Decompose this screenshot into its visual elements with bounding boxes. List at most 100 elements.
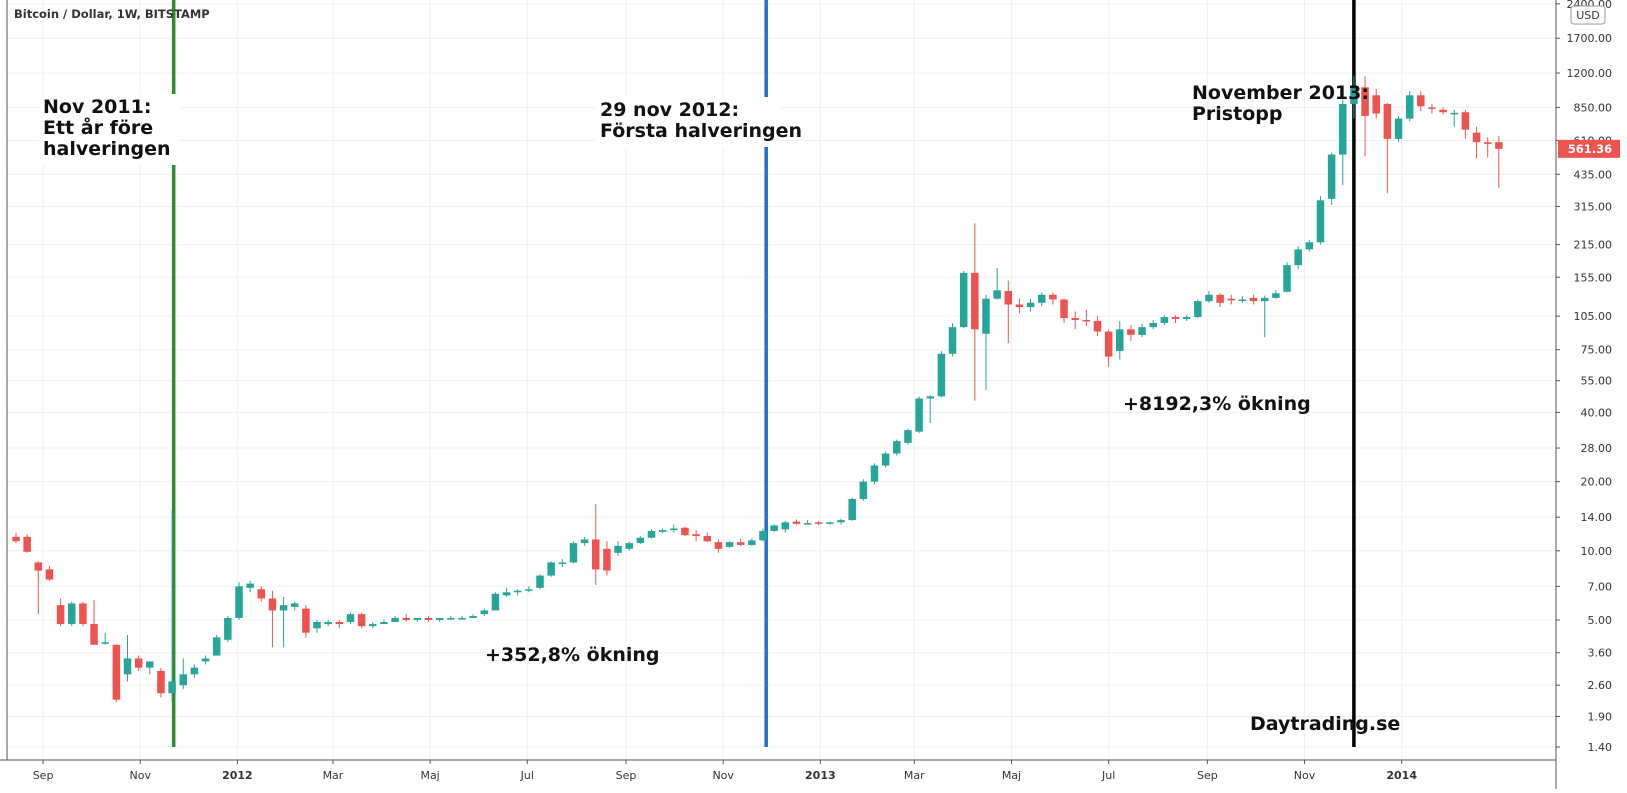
candle-body <box>826 522 834 524</box>
candle <box>146 661 154 675</box>
candle-body <box>502 592 511 596</box>
candle-body <box>380 621 388 625</box>
candle-body <box>435 617 444 620</box>
x-tick-label: Maj <box>420 769 439 782</box>
candle-body <box>90 624 98 645</box>
candle-body <box>1249 297 1258 302</box>
candle <box>447 616 455 620</box>
candle <box>1205 291 1213 303</box>
candle-body <box>1405 95 1414 119</box>
candle <box>23 534 31 553</box>
candle-body <box>112 644 121 700</box>
x-tick-label: Sep <box>1197 769 1218 782</box>
candle-body <box>157 670 165 694</box>
candle <box>714 539 723 553</box>
candle-body <box>736 542 745 545</box>
candle <box>670 524 678 533</box>
candle-body <box>67 603 76 625</box>
last-price-badge: 561.36 <box>1558 139 1620 158</box>
candle <box>123 635 132 682</box>
candle <box>302 605 310 638</box>
candle-body <box>1372 95 1380 114</box>
x-tick-label: Sep <box>33 769 54 782</box>
annotation-watermark: Daytrading.se <box>1250 713 1400 735</box>
candle-body <box>1394 118 1403 139</box>
y-tick-label: 14.00 <box>1581 511 1613 524</box>
annotation-first-halving-line: 29 nov 2012: <box>600 99 739 121</box>
y-tick-label: 5.00 <box>1588 614 1613 627</box>
candle-body <box>982 298 990 334</box>
candle <box>982 294 990 391</box>
candle <box>201 655 210 665</box>
candle-body <box>79 603 87 625</box>
candle <box>614 541 622 556</box>
candle-body <box>636 537 645 544</box>
candle <box>1060 298 1068 324</box>
annotation-gain-8192-line: +8192,3% ökning <box>1123 393 1311 415</box>
candle-body <box>1026 302 1035 308</box>
x-tick-label: Sep <box>616 769 637 782</box>
candle-body <box>1138 327 1146 335</box>
candle <box>1138 324 1146 338</box>
candle <box>814 520 823 526</box>
candle-body <box>681 527 689 536</box>
candle-body <box>34 562 43 571</box>
annotation-nov-2011-line: Nov 2011: <box>43 96 151 118</box>
annotation-gain-352-line: +352,8% ökning <box>485 644 660 666</box>
candle <box>870 463 879 485</box>
annotation-first-halving-bg <box>596 97 781 147</box>
y-tick-label: 2400.00 <box>1567 0 1613 11</box>
candle-body <box>168 681 176 694</box>
candle-body <box>770 525 778 531</box>
candle-body <box>1104 331 1113 357</box>
candle <box>1037 292 1046 307</box>
candle <box>703 532 712 543</box>
candle-body <box>569 543 578 563</box>
chart-title: Bitcoin / Dollar, 1W, BITSTAMP <box>14 7 210 21</box>
y-tick-label: 1.40 <box>1588 741 1613 754</box>
candle-body <box>480 610 489 615</box>
candle-body <box>1361 87 1369 116</box>
candle-body <box>893 441 901 454</box>
candle-body <box>915 398 923 432</box>
candle-body <box>658 530 667 532</box>
candle-body <box>391 617 399 622</box>
candle <box>157 667 165 698</box>
candle-body <box>1071 318 1079 320</box>
candle-body <box>235 586 243 618</box>
candle <box>725 541 734 548</box>
candle-body <box>357 614 366 627</box>
annotation-gain-8192: +8192,3% ökning <box>1123 393 1311 415</box>
y-tick-label: 20.00 <box>1581 476 1613 489</box>
candle-body <box>603 548 611 571</box>
candle <box>592 503 600 585</box>
candle-body <box>1227 298 1236 301</box>
candle-body <box>1350 88 1358 104</box>
candle <box>803 520 812 525</box>
candle <box>246 580 254 593</box>
candle-body <box>101 642 109 644</box>
candle <box>948 323 957 357</box>
candle <box>971 223 979 401</box>
candle <box>168 510 176 702</box>
candle <box>335 619 344 629</box>
candle <box>1026 298 1035 312</box>
candle-body <box>279 605 288 611</box>
candle-body <box>1450 112 1459 115</box>
candle <box>324 619 332 627</box>
candle <box>692 530 700 542</box>
candle-body <box>246 583 254 588</box>
candle <box>391 616 399 622</box>
candle <box>212 635 221 656</box>
candle <box>346 612 355 625</box>
annotations-layer: Nov 2011: Ett år före halveringen 29 nov 20… <box>39 82 1400 735</box>
candle <box>1071 311 1079 330</box>
candle <box>536 574 544 590</box>
candle <box>1472 126 1481 159</box>
candle-body <box>1160 317 1169 324</box>
candle <box>458 616 466 620</box>
candle-body <box>179 674 187 686</box>
candle-body <box>558 562 567 564</box>
candle <box>1372 89 1380 119</box>
